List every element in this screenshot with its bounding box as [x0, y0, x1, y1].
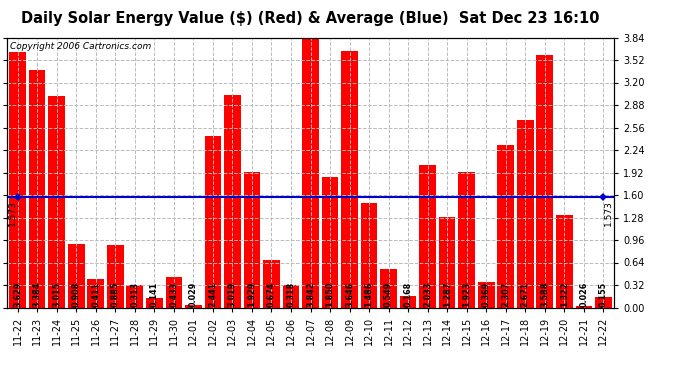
Text: 0.318: 0.318: [286, 282, 295, 307]
Text: 2.671: 2.671: [521, 282, 530, 307]
Bar: [224, 95, 241, 308]
Bar: [478, 282, 495, 308]
Bar: [420, 165, 436, 308]
Text: 0.026: 0.026: [580, 282, 589, 307]
Bar: [556, 214, 573, 308]
Text: 3.015: 3.015: [52, 282, 61, 307]
Bar: [48, 96, 65, 308]
Bar: [166, 277, 182, 308]
Text: 3.629: 3.629: [13, 282, 22, 307]
Text: 3.646: 3.646: [345, 282, 354, 307]
Bar: [302, 38, 319, 308]
Text: 0.885: 0.885: [111, 281, 120, 307]
Text: Copyright 2006 Cartronics.com: Copyright 2006 Cartronics.com: [10, 42, 151, 51]
Text: 0.029: 0.029: [189, 282, 198, 307]
Text: 3.588: 3.588: [540, 281, 549, 307]
Text: 2.033: 2.033: [423, 282, 432, 307]
Text: 1.929: 1.929: [248, 282, 257, 307]
Bar: [283, 285, 299, 308]
Bar: [107, 245, 124, 308]
Text: 0.141: 0.141: [150, 282, 159, 307]
Bar: [322, 177, 338, 308]
Bar: [29, 70, 46, 308]
Text: 1.486: 1.486: [364, 282, 373, 307]
Bar: [263, 260, 279, 308]
Text: 1.322: 1.322: [560, 281, 569, 307]
Text: 1.850: 1.850: [326, 282, 335, 307]
Bar: [88, 279, 104, 308]
Text: 3.842: 3.842: [306, 281, 315, 307]
Bar: [537, 55, 553, 308]
Bar: [361, 203, 377, 308]
Text: 0.313: 0.313: [130, 282, 139, 307]
Text: 0.369: 0.369: [482, 282, 491, 307]
Text: 2.441: 2.441: [208, 282, 217, 307]
Text: 0.411: 0.411: [91, 282, 100, 307]
Bar: [400, 296, 417, 307]
Text: 0.168: 0.168: [404, 282, 413, 307]
Text: 1.287: 1.287: [443, 281, 452, 307]
Bar: [595, 297, 611, 307]
Bar: [68, 244, 84, 308]
Text: 1.573: 1.573: [604, 200, 613, 226]
Text: 2.307: 2.307: [501, 282, 510, 307]
Text: 0.549: 0.549: [384, 282, 393, 307]
Bar: [380, 269, 397, 308]
Text: 3.384: 3.384: [32, 282, 41, 307]
Bar: [458, 172, 475, 308]
Text: 0.908: 0.908: [72, 282, 81, 307]
Bar: [126, 285, 143, 308]
Bar: [517, 120, 533, 308]
Text: 1.923: 1.923: [462, 282, 471, 307]
Bar: [10, 53, 26, 308]
Text: 0.433: 0.433: [169, 282, 178, 307]
Text: 0.155: 0.155: [599, 282, 608, 307]
Bar: [497, 145, 514, 308]
Bar: [439, 217, 455, 308]
Bar: [244, 172, 260, 308]
Bar: [575, 306, 592, 308]
Text: 0.674: 0.674: [267, 282, 276, 307]
Text: 3.019: 3.019: [228, 282, 237, 307]
Bar: [185, 306, 201, 308]
Text: 1.573: 1.573: [8, 200, 17, 226]
Bar: [146, 298, 163, 307]
Bar: [204, 136, 221, 308]
Bar: [342, 51, 358, 308]
Text: Daily Solar Energy Value ($) (Red) & Average (Blue)  Sat Dec 23 16:10: Daily Solar Energy Value ($) (Red) & Ave…: [21, 11, 600, 26]
